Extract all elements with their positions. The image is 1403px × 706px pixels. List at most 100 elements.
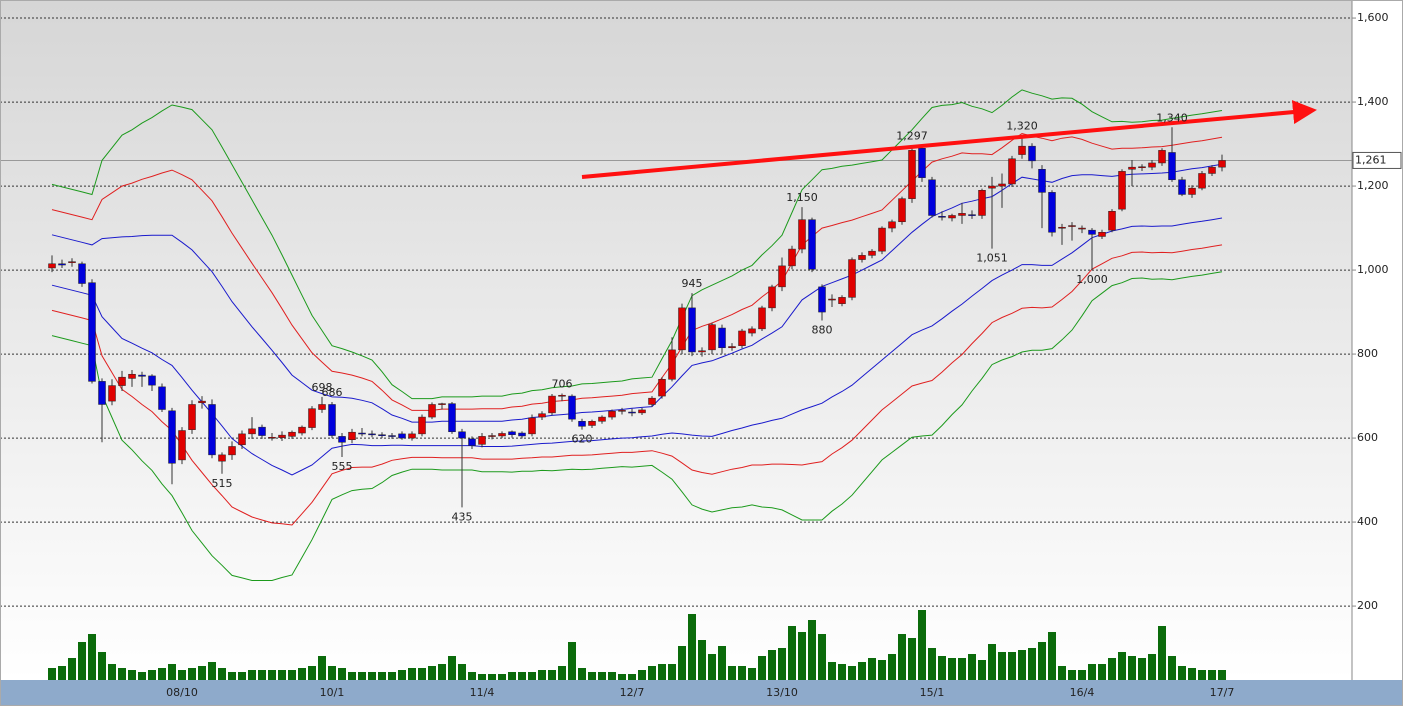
candle-body [1208, 166, 1216, 174]
candle-body [578, 421, 586, 427]
volume-bar [388, 672, 396, 680]
candle-body [1078, 227, 1086, 230]
volume-bar [248, 670, 256, 680]
volume-bar [1188, 668, 1196, 680]
volume-bar [678, 646, 686, 680]
volume-bar [818, 634, 826, 680]
candle-body [1028, 145, 1036, 162]
candle-body [708, 324, 716, 351]
band-line [51, 217, 1223, 476]
candle-body [1198, 173, 1206, 189]
value-label: 1,297 [896, 129, 928, 142]
candle-body [718, 327, 726, 349]
candle-body [508, 431, 516, 435]
candle-body [428, 404, 436, 418]
candle-body [1188, 187, 1196, 195]
candle-body [948, 215, 956, 219]
candle-body [1058, 226, 1066, 229]
value-label: 620 [572, 433, 593, 446]
candle-body [778, 265, 786, 288]
volume-bar [1218, 670, 1226, 680]
volume-bar [548, 670, 556, 680]
volume-bar [558, 666, 566, 680]
candle-body [408, 433, 416, 439]
volume-bar [718, 646, 726, 680]
volume-bar [408, 668, 416, 680]
candle-body [678, 307, 686, 351]
candle-body [898, 198, 906, 223]
candle-body [868, 250, 876, 256]
volume-bar [878, 660, 886, 680]
volume-bar [258, 670, 266, 680]
volume-bar [1078, 670, 1086, 680]
candle-body [978, 190, 986, 216]
candle-body [878, 227, 886, 252]
candle-body [738, 330, 746, 346]
candle-body [668, 349, 676, 380]
volume-bar [998, 652, 1006, 680]
volume-bar [498, 674, 506, 680]
candle-body [1018, 145, 1026, 155]
x-tick-label: 13/10 [766, 686, 798, 699]
candle-body [1158, 150, 1166, 164]
value-label: 555 [332, 460, 353, 473]
candle-body [238, 433, 246, 446]
volume-bar [868, 658, 876, 680]
value-label: 435 [452, 510, 473, 523]
candle-body [648, 397, 656, 405]
volume-bar [88, 634, 96, 680]
volume-bar [928, 648, 936, 680]
volume-bar [1118, 652, 1126, 680]
candle-body [908, 150, 916, 199]
volume-bar [188, 668, 196, 680]
candle-body [958, 213, 966, 216]
value-label: 1,340 [1156, 111, 1188, 124]
candle-body [838, 297, 846, 304]
y-tick-label: 1,200 [1357, 179, 1389, 192]
volume-bar [608, 672, 616, 680]
volume-bar [1028, 648, 1036, 680]
candle-body [858, 255, 866, 260]
volume-bar [938, 656, 946, 680]
volume-bar [378, 672, 386, 680]
volume-bar [48, 668, 56, 680]
candle-body [1008, 158, 1016, 185]
candle-body [168, 410, 176, 464]
candle-body [138, 374, 146, 377]
candle-body [558, 394, 566, 397]
volume-bar [178, 670, 186, 680]
volume-bar [488, 674, 496, 680]
candle-body [928, 179, 936, 216]
volume-bar [968, 654, 976, 680]
volume-bar [1008, 652, 1016, 680]
candle-body [748, 328, 756, 334]
volume-bar [398, 670, 406, 680]
volume-bar [1178, 666, 1186, 680]
candle-body [568, 395, 576, 420]
volume-bar [78, 642, 86, 680]
volume-bar [148, 670, 156, 680]
candle-body [48, 263, 56, 269]
candle-body [968, 214, 976, 216]
candle-body [298, 426, 306, 434]
candle-body [458, 431, 466, 439]
value-label: 686 [322, 386, 343, 399]
candle-body [478, 436, 486, 445]
candle-body [1038, 169, 1046, 193]
candle-body [208, 404, 216, 456]
volume-bar [328, 666, 336, 680]
candle-body [248, 428, 256, 435]
candle-body [988, 185, 996, 189]
candle-body [848, 259, 856, 298]
volume-bar [688, 614, 696, 680]
candle-body [888, 221, 896, 229]
candle-body [1048, 192, 1056, 233]
volume-bar [788, 626, 796, 680]
volume-bar [228, 672, 236, 680]
volume-bar [978, 660, 986, 680]
volume-bar [418, 668, 426, 680]
value-label: 880 [812, 323, 833, 336]
volume [48, 610, 1226, 680]
candle-body [58, 263, 66, 266]
